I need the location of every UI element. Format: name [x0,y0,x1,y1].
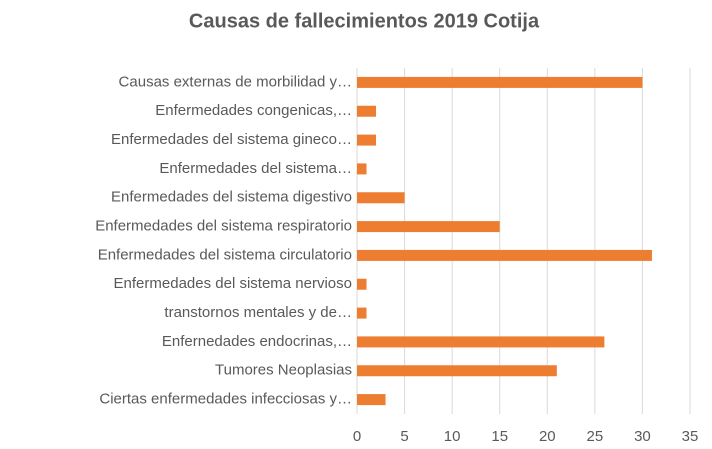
x-tick-label: 30 [634,428,651,445]
x-tick-label: 15 [491,428,508,445]
x-tick-label: 35 [682,428,699,445]
y-tick-label: Enfermedades del sistema nervioso [114,275,352,292]
bar [357,192,405,204]
bar [357,76,643,88]
bar [357,336,605,348]
bar [357,221,500,233]
y-tick-label: Enfermedades del sistema… [159,160,352,177]
y-tick-label: Tumores Neoplasias [215,362,352,379]
x-tick-label: 10 [444,428,461,445]
bar [357,278,367,290]
bar [357,307,367,319]
x-tick-label: 25 [587,428,604,445]
y-tick-label: Enfermedades del sistema gineco… [111,131,352,148]
y-tick-label: Ciertas enfermedades infecciosas y… [99,391,352,408]
y-tick-label: Enfernedades endocrinas,… [162,333,352,350]
y-tick-label: Enfermedades del sistema circulatorio [98,246,352,263]
x-tick-label: 20 [539,428,556,445]
y-tick-label: Enfermedades del sistema respiratorio [95,218,352,235]
bar [357,105,377,117]
x-tick-label: 5 [400,428,408,445]
bar [357,134,377,146]
y-tick-label: Causas externas de morbilidad y… [119,73,352,90]
bar [357,365,557,377]
y-tick-label: Enfermedades congenicas,… [155,102,352,119]
chart-title: Causas de fallecimientos 2019 Cotija [189,10,540,32]
y-tick-label: Enfermedades del sistema digestivo [111,189,352,206]
y-tick-label: transtornos mentales y de… [164,304,352,321]
bar [357,249,652,261]
x-tick-label: 0 [353,428,361,445]
bar [357,394,386,406]
bar [357,163,367,175]
